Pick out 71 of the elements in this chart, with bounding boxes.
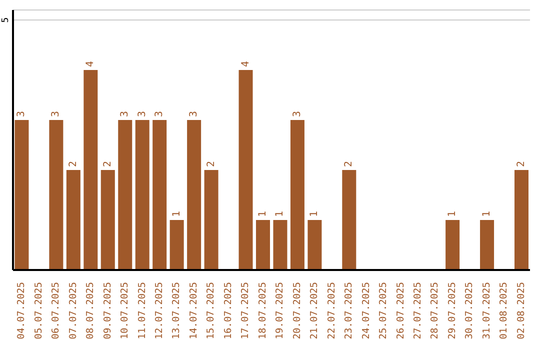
- x-tick-label: 13.07.2025: [171, 282, 182, 340]
- x-tick-label: 08.07.2025: [85, 282, 96, 340]
- x-tick-label: 15.07.2025: [206, 282, 217, 340]
- bar: [84, 70, 98, 270]
- x-tick-label: 23.07.2025: [344, 282, 355, 340]
- x-tick-label: 29.07.2025: [446, 282, 458, 340]
- x-tick-label: 30.07.2025: [464, 282, 476, 340]
- x-tick-label: 07.07.2025: [68, 282, 79, 340]
- bar: [273, 220, 288, 270]
- bar: [238, 70, 253, 270]
- data-label: 1: [309, 210, 320, 217]
- x-tick-label: 04.07.2025: [16, 282, 28, 340]
- x-tick-label: 11.07.2025: [136, 282, 148, 340]
- x-tick-label: 16.07.2025: [222, 282, 234, 340]
- x-tick-label: 21.07.2025: [309, 282, 320, 340]
- x-tick-label: 10.07.2025: [120, 282, 131, 340]
- x-tick-label: 22.07.2025: [326, 282, 338, 340]
- x-tick-label: 19.07.2025: [274, 282, 286, 340]
- x-tick-label: 27.07.2025: [412, 282, 424, 340]
- data-label: 4: [240, 60, 252, 67]
- data-label: 3: [50, 110, 62, 117]
- data-label: 2: [68, 160, 79, 167]
- x-tick-label: 14.07.2025: [188, 282, 200, 340]
- bar: [118, 120, 132, 270]
- x-tick-label: 25.07.2025: [378, 282, 390, 340]
- bar: [514, 170, 528, 270]
- data-label: 1: [171, 210, 182, 217]
- data-label: 2: [344, 160, 355, 167]
- bar: [480, 220, 494, 270]
- bar: [256, 220, 270, 270]
- x-tick-label: 31.07.2025: [481, 282, 492, 340]
- x-tick-label: 18.07.2025: [257, 282, 268, 340]
- data-label: 1: [447, 210, 458, 217]
- bar: [187, 120, 202, 270]
- data-label: 3: [16, 110, 28, 117]
- data-label: 2: [516, 160, 527, 167]
- data-label: 3: [120, 110, 131, 117]
- x-tick-label: 06.07.2025: [50, 282, 62, 340]
- data-label: 3: [188, 110, 200, 117]
- x-tick-label: 24.07.2025: [360, 282, 372, 340]
- data-label: 1: [257, 210, 268, 217]
- bar: [100, 170, 115, 270]
- x-tick-label: 12.07.2025: [154, 282, 165, 340]
- bar: [204, 170, 218, 270]
- x-tick-label: 09.07.2025: [102, 282, 114, 340]
- bar: [135, 120, 150, 270]
- data-label: 1: [482, 210, 493, 217]
- bar: [308, 220, 322, 270]
- data-label: 1: [274, 210, 286, 217]
- bar: [66, 170, 80, 270]
- data-label: 2: [102, 160, 114, 167]
- x-tick-label: 26.07.2025: [395, 282, 406, 340]
- x-tick-label: 02.08.2025: [516, 282, 527, 340]
- bar: [14, 120, 29, 270]
- x-tick-label: 20.07.2025: [292, 282, 303, 340]
- x-tick-label: 17.07.2025: [240, 282, 252, 340]
- y-tick-label: 5: [1, 17, 11, 23]
- x-tick-label: 28.07.2025: [430, 282, 441, 340]
- data-label: 3: [136, 110, 148, 117]
- bar: [152, 120, 167, 270]
- data-label: 3: [154, 110, 166, 117]
- data-label: 3: [292, 110, 303, 117]
- bar: [290, 120, 304, 270]
- bar: [49, 120, 64, 270]
- bar: [342, 170, 356, 270]
- x-tick-label: 01.08.2025: [498, 282, 510, 340]
- data-label: 2: [206, 160, 217, 167]
- bar: [170, 220, 184, 270]
- x-tick-label: 05.07.2025: [33, 282, 44, 340]
- bar: [446, 220, 460, 270]
- data-label: 4: [85, 60, 96, 67]
